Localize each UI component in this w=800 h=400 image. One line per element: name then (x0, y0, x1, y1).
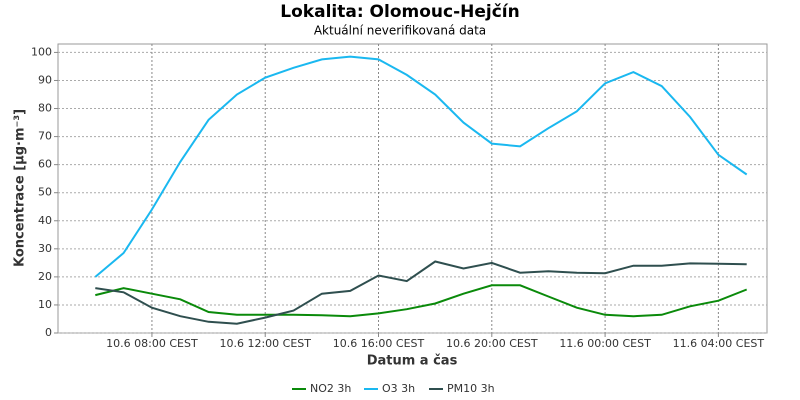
legend-label: PM10 3h (447, 382, 495, 395)
chart-title: Lokalita: Olomouc-Hejčín (280, 2, 519, 22)
series-line (94, 55, 748, 278)
x-tick-label: 10.6 08:00 CEST (106, 337, 198, 350)
x-tick-label: 10.6 20:00 CEST (446, 337, 538, 350)
y-tick-label: 40 (38, 214, 52, 227)
chart-subtitle: Aktuální neverifikovaná data (314, 24, 486, 38)
x-tick-label: 11.6 04:00 CEST (673, 337, 765, 350)
x-tick-label: 10.6 12:00 CEST (219, 337, 311, 350)
y-tick-label: 20 (38, 270, 52, 283)
y-tick-label: 80 (38, 102, 52, 115)
x-tick-label: 10.6 16:00 CEST (333, 337, 425, 350)
series-line (95, 284, 748, 318)
y-tick-label: 60 (38, 158, 52, 171)
x-axis-label: Datum a čas (367, 354, 458, 369)
series-line (95, 260, 747, 325)
legend-label: NO2 3h (310, 382, 351, 395)
plot-area (57, 43, 768, 334)
y-tick-label: 50 (38, 186, 52, 199)
y-tick-label: 70 (38, 130, 52, 143)
y-tick-label: 90 (38, 73, 52, 86)
y-tick-label: 10 (38, 298, 52, 311)
legend-label: O3 3h (382, 382, 415, 395)
y-tick-label: 0 (45, 326, 52, 339)
x-tick-label: 11.6 00:00 CEST (559, 337, 651, 350)
y-axis-label: Koncentrace [µg·m⁻³] (13, 109, 28, 267)
y-tick-label: 30 (38, 242, 52, 255)
y-tick-label: 100 (31, 45, 52, 58)
